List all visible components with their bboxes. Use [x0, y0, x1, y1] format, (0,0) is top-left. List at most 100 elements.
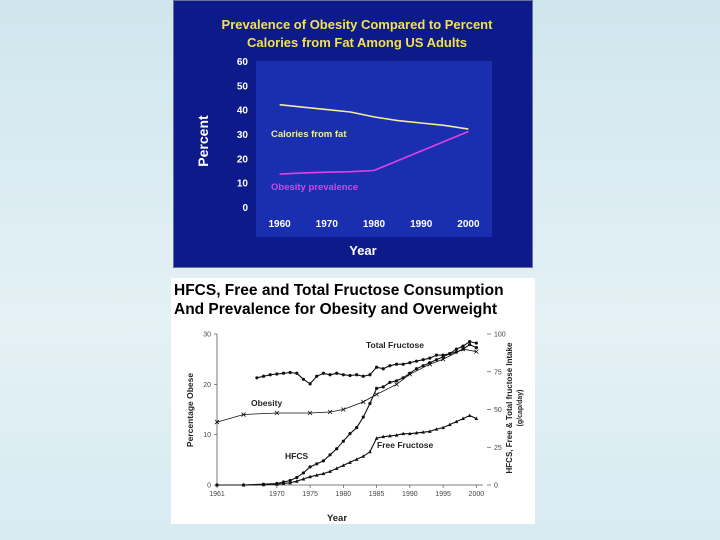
chart2-y2-tick-25: 25 [494, 445, 502, 452]
chart2-point-total-fructose [434, 353, 439, 357]
chart2-point-free-fructose [348, 460, 352, 464]
chart2-point-free-fructose [394, 433, 399, 437]
chart2-point-free-fructose [428, 429, 432, 433]
chart2-x-tick-2000: 2000 [469, 491, 485, 498]
chart2-point-obesity [460, 346, 466, 352]
chart2-x-tick-1985: 1985 [369, 491, 385, 498]
chart2-label-hfcs: HFCS [285, 451, 308, 461]
chart2-point-obesity [214, 419, 220, 425]
chart2-x-tick-1970: 1970 [269, 491, 285, 498]
chart2-x-tick-1961: 1961 [209, 491, 225, 498]
chart2-point-free-fructose [215, 483, 219, 487]
chart2-point-hfcs [421, 364, 425, 368]
chart2-point-total-fructose [328, 373, 332, 377]
chart2-point-obesity [361, 399, 366, 405]
chart2-x-tick-1975: 1975 [302, 491, 318, 498]
chart2-point-free-fructose [408, 431, 412, 436]
chart2-point-hfcs [335, 447, 339, 451]
chart2-point-free-fructose [421, 430, 425, 434]
chart2-point-free-fructose [388, 433, 392, 438]
chart1-legend-calories-from-fat: Calories from fat [271, 129, 347, 140]
chart2-point-free-fructose [474, 416, 479, 421]
chart2-series-free-fructose [217, 414, 477, 486]
chart1-legend-obesity-prevalence: Obesity prevalence [271, 182, 358, 193]
chart2-x-tick-1990: 1990 [402, 491, 418, 498]
chart2-point-free-fructose [441, 425, 445, 430]
chart2-point-total-fructose [408, 361, 412, 365]
chart2-point-hfcs [321, 459, 325, 463]
chart2-title-line1: HFCS, Free and Total Fructose Consumptio… [174, 282, 504, 299]
chart2-point-obesity [327, 409, 333, 415]
chart2-point-free-fructose [334, 466, 339, 470]
chart2-point-hfcs [401, 376, 405, 380]
chart-fructose-obesity-svg: HFCS, Free and Total Fructose Consumptio… [174, 282, 524, 524]
chart1-title-line2: Calories from Fat Among US Adults [247, 35, 467, 50]
chart2-x-tick-1980: 1980 [336, 491, 352, 498]
chart2-point-hfcs [368, 401, 372, 406]
chart2-point-free-fructose [288, 480, 292, 485]
chart2-point-hfcs [308, 465, 312, 469]
chart2-point-obesity [307, 410, 313, 416]
chart2-point-free-fructose [368, 449, 372, 454]
chart2-y2-tick-75: 75 [494, 369, 502, 376]
chart2-point-hfcs [474, 341, 478, 345]
chart2-point-hfcs [388, 380, 392, 384]
chart2-point-free-fructose [301, 476, 306, 481]
chart2-point-total-fructose [375, 365, 379, 369]
chart2-point-hfcs [315, 462, 319, 466]
chart2-point-total-fructose [414, 359, 419, 363]
chart1-y-tick-20: 20 [237, 154, 249, 165]
chart-fat-vs-obesity-svg: Prevalence of Obesity Compared to Percen… [195, 17, 494, 258]
chart2-label-free-fructose: Free Fructose [377, 440, 433, 450]
chart2-y-tick-10: 10 [203, 432, 211, 439]
chart2-series-obesity [216, 348, 477, 423]
chart2-point-total-fructose [268, 373, 272, 377]
chart2-y2-tick-50: 50 [494, 407, 502, 414]
chart2-series-hfcs [217, 341, 477, 486]
chart2-label-total-fructose: Total Fructose [366, 340, 424, 350]
chart2-x-tick-1995: 1995 [435, 491, 451, 498]
chart2-point-total-fructose [321, 371, 325, 375]
chart2-point-free-fructose [381, 434, 386, 439]
chart2-title-line2: And Prevalence for Obesity and Overweigh… [174, 301, 497, 318]
chart2-point-obesity [374, 392, 379, 397]
chart2-point-total-fructose [381, 367, 385, 371]
chart2-point-free-fructose [354, 457, 359, 461]
chart2-point-free-fructose [454, 419, 459, 424]
chart2-point-obesity [241, 412, 246, 417]
chart1-title-line1: Prevalence of Obesity Compared to Percen… [222, 17, 494, 32]
chart2-point-total-fructose [341, 373, 345, 377]
chart2-point-hfcs [428, 361, 432, 365]
chart2-point-total-fructose [394, 362, 399, 366]
chart2-point-free-fructose [328, 469, 332, 473]
chart2-point-hfcs [434, 358, 439, 362]
chart2-point-total-fructose [348, 373, 352, 378]
chart2-point-free-fructose [275, 482, 279, 486]
chart2-point-free-fructose [321, 471, 326, 476]
chart2-point-hfcs [381, 385, 385, 389]
chart2-point-total-fructose [355, 373, 359, 377]
chart2-point-total-fructose [468, 342, 472, 347]
chart2-point-hfcs [468, 339, 472, 344]
chart2-y2-tick-100: 100 [494, 332, 506, 339]
chart2-point-total-fructose [295, 371, 299, 375]
chart2-y2-axis-label-line1: HFCS, Free & Total fructose Intake [505, 342, 514, 474]
chart2-point-total-fructose [401, 362, 405, 366]
chart2-point-hfcs [301, 471, 306, 475]
chart2-point-hfcs [348, 432, 352, 436]
chart2-y-axis-label: Percentage Obese [185, 373, 195, 447]
chart2-point-free-fructose [361, 454, 366, 458]
chart2-point-hfcs [328, 453, 332, 457]
chart1-y-tick-30: 30 [237, 130, 249, 141]
chart1-y-tick-60: 60 [237, 57, 249, 68]
chart1-y-tick-50: 50 [237, 81, 249, 92]
chart2-point-hfcs [414, 367, 419, 371]
chart2-point-free-fructose [461, 416, 465, 421]
chart2-point-obesity [341, 407, 346, 412]
chart1-x-tick-1970: 1970 [316, 219, 339, 230]
chart2-point-hfcs [295, 475, 299, 480]
chart-fructose-obesity: HFCS, Free and Total Fructose Consumptio… [171, 278, 535, 524]
chart2-point-total-fructose [255, 376, 259, 380]
chart1-y-axis-label: Percent [195, 115, 211, 167]
chart2-y2-tick-0: 0 [494, 483, 498, 490]
